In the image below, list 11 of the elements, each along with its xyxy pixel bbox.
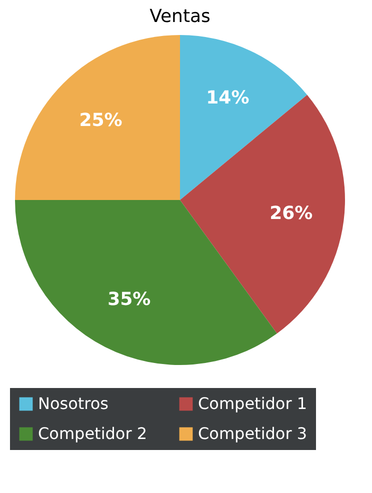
legend-label: Nosotros (38, 394, 109, 413)
data-label: 26% (270, 203, 313, 224)
legend-label: Competidor 3 (198, 424, 308, 443)
pie-slice (15, 35, 180, 200)
data-label: 35% (108, 288, 151, 310)
data-label: 25% (79, 110, 122, 131)
pie-slice (180, 35, 308, 200)
legend-label: Competidor 1 (198, 394, 308, 413)
data-label: 14% (206, 88, 250, 109)
legend-label: Competidor 2 (38, 424, 148, 443)
chart-title: Ventas (150, 6, 210, 27)
